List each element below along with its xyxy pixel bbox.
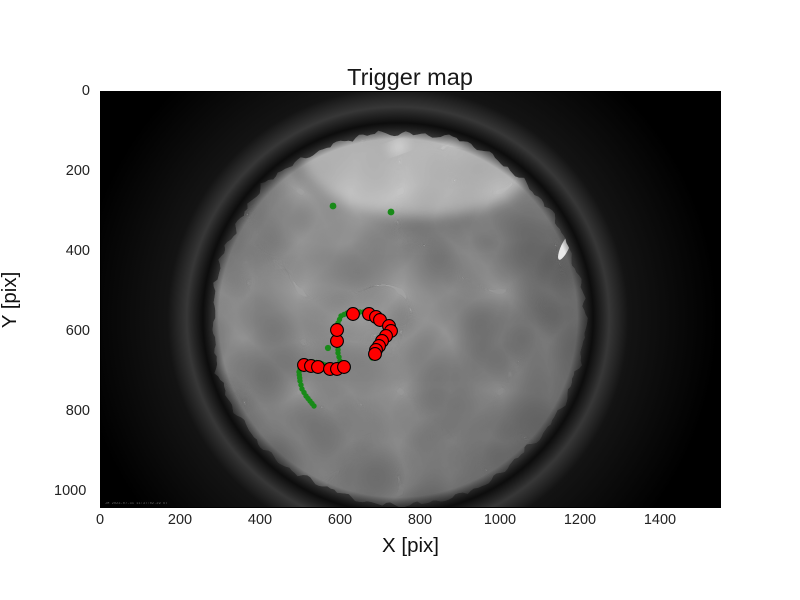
svg-text:JM 2023-07-31 11:37:02.29 UT: JM 2023-07-31 11:37:02.29 UT xyxy=(105,502,168,506)
